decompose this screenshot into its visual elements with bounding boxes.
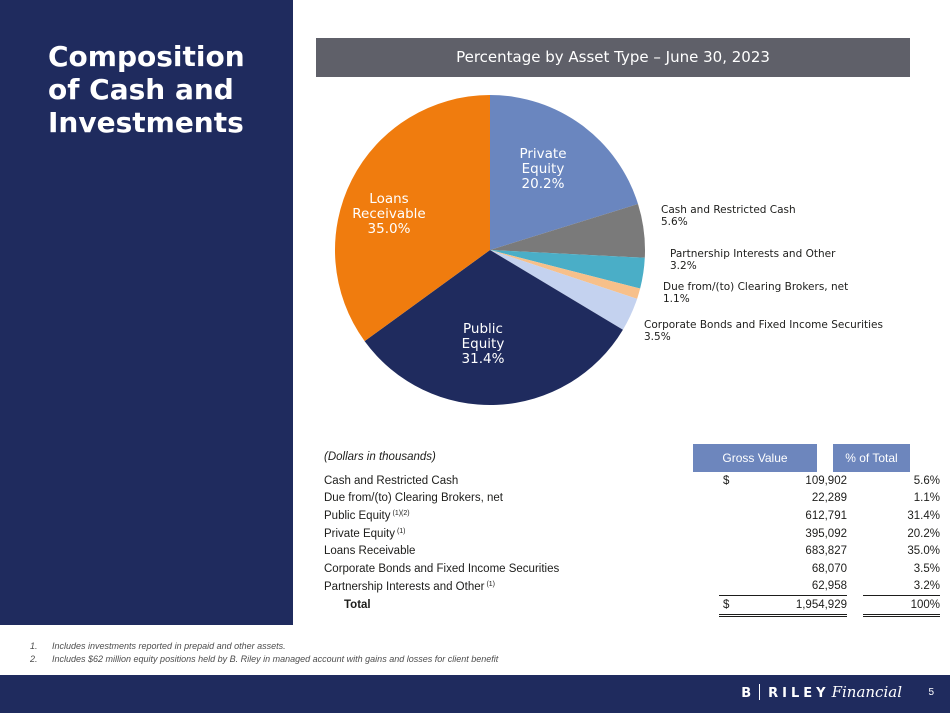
sidebar-panel: Composition of Cash and Investments <box>0 0 293 625</box>
row-dollar-sign: $ <box>723 474 730 487</box>
pie-slice-pub <box>364 250 623 406</box>
row-label: Loans Receivable <box>324 545 416 558</box>
pie-slice-loan <box>334 95 490 342</box>
table-row: Public Equity (1)(2) 612,791 31.4% <box>318 507 940 525</box>
pie-slice-cbf <box>490 250 638 330</box>
footnote-ref: (1) <box>396 527 406 535</box>
row-label: Private Equity (1) <box>324 527 406 540</box>
pie-label-crc: Cash and Restricted Cash 5.6% <box>661 204 796 228</box>
row-gross-value: 68,070 <box>811 562 847 575</box>
row-dollar-sign <box>719 507 749 525</box>
footnote-ref: (1) <box>486 580 496 588</box>
page-title: Composition of Cash and Investments <box>48 40 245 139</box>
table-row: Corporate Bonds and Fixed Income Securit… <box>318 560 940 578</box>
row-gross-value: 109,902 <box>805 474 847 487</box>
footnote-ref: (1)(2) <box>392 509 410 517</box>
total-dollar-sign: $ <box>719 595 749 617</box>
pie-label-dcb: Due from/(to) Clearing Brokers, net 1.1% <box>663 281 848 305</box>
row-percent: 5.6% <box>913 474 940 487</box>
table-row: Due from/(to) Clearing Brokers, net 22,2… <box>318 490 940 508</box>
row-gross-value: 612,791 <box>805 509 847 522</box>
row-gross-value: 62,958 <box>749 577 847 597</box>
row-dollar-sign <box>719 490 749 508</box>
pie-slice-pio <box>490 250 645 289</box>
total-label: Total <box>344 599 371 612</box>
table-row: Private Equity (1) 395,092 20.2% <box>318 525 940 543</box>
page-number: 5 <box>928 687 934 698</box>
pie-label-pub: Public Equity 31.4% <box>462 321 505 367</box>
pie-label-pe: Private Equity 20.2% <box>519 146 566 192</box>
chart-title: Percentage by Asset Type – June 30, 2023 <box>316 38 910 77</box>
row-percent: 1.1% <box>913 492 940 505</box>
footnotes: 1. Includes investments reported in prepa… <box>30 640 498 666</box>
pie-slice-crc <box>490 203 645 258</box>
row-gross-value: 683,827 <box>805 545 847 558</box>
table-caption: (Dollars in thousands) <box>324 451 436 463</box>
row-dollar-sign <box>719 542 749 560</box>
table-row: Loans Receivable 683,827 35.0% <box>318 542 940 560</box>
row-label: Due from/(to) Clearing Brokers, net <box>324 492 503 505</box>
table-total-row: Total $ 1,954,929 100% <box>318 595 940 617</box>
row-percent: 35.0% <box>907 545 940 558</box>
table-row: Partnership Interests and Other (1) 62,95… <box>318 577 940 597</box>
footnote: 1. Includes investments reported in prepa… <box>30 641 286 651</box>
pie-slice-dcb <box>490 250 641 299</box>
row-percent: 3.5% <box>913 562 940 575</box>
row-label: Cash and Restricted Cash <box>324 474 459 487</box>
pie-slice-pe <box>490 95 638 250</box>
row-gross-value: 22,289 <box>811 492 847 505</box>
company-logo: B RILEY Financial <box>741 683 902 701</box>
pie-chart: Private Equity 20.2% Cash and Restricted Ca… <box>334 95 883 406</box>
footnote: 2. Includes $62 million equity positions … <box>30 654 499 664</box>
total-gross-value: 1,954,929 <box>749 595 847 617</box>
row-percent: 3.2% <box>863 577 940 597</box>
total-percent: 100% <box>863 595 940 617</box>
row-label: Partnership Interests and Other (1) <box>324 580 496 593</box>
row-dollar-sign <box>719 525 749 543</box>
table-row: Cash and Restricted Cash $ 109,902 5.6% <box>318 472 940 490</box>
row-percent: 20.2% <box>907 527 940 540</box>
row-gross-value: 395,092 <box>805 527 847 540</box>
row-label: Corporate Bonds and Fixed Income Securit… <box>324 562 560 575</box>
footer-bar: B RILEY Financial 5 <box>0 675 950 713</box>
percent-total-header: % of Total <box>833 444 910 472</box>
pie-label-loan: Loans Receivable 35.0% <box>352 191 425 237</box>
row-dollar-sign <box>719 577 749 597</box>
pie-label-pio: Partnership Interests and Other 3.2% <box>670 248 836 272</box>
pie-label-cbf: Corporate Bonds and Fixed Income Securit… <box>644 319 883 343</box>
row-label: Public Equity (1)(2) <box>324 509 410 522</box>
row-dollar-sign <box>719 560 749 578</box>
row-percent: 31.4% <box>907 509 940 522</box>
gross-value-header: Gross Value <box>693 444 817 472</box>
asset-table: Cash and Restricted Cash $ 109,902 5.6% … <box>318 472 940 617</box>
